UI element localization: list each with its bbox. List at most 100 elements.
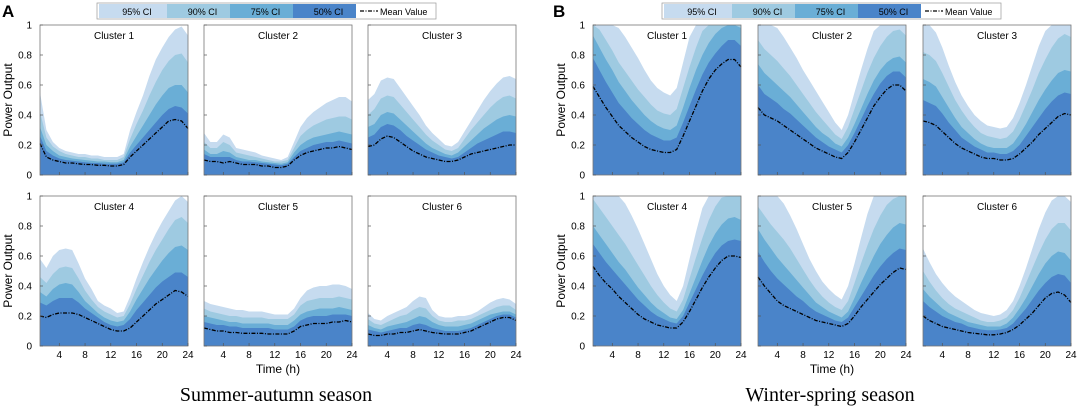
y-tick-label: 1 — [26, 21, 32, 32]
y-tick-label: 0.2 — [571, 312, 585, 323]
mean-line-p1-c3 — [592, 255, 742, 329]
band-ci50-p1-c4 — [758, 248, 906, 346]
cluster-frame-p1-c4 — [757, 195, 907, 347]
y-tick-label: 0 — [26, 171, 32, 182]
mean-line-p0-c3 — [39, 289, 189, 332]
mean-line-p0-c4 — [203, 319, 353, 335]
legend-swatch-p1-1 — [732, 4, 795, 18]
cluster-title: Cluster 6 — [422, 202, 462, 213]
cluster-title: Cluster 4 — [647, 202, 687, 213]
cluster-frame-p0-c5 — [367, 195, 517, 347]
x-tick-label: 24 — [182, 350, 194, 361]
legend-label: 50% CI — [314, 7, 344, 17]
cluster-title: Cluster 3 — [977, 31, 1017, 42]
y-tick-label: 0.6 — [571, 252, 585, 263]
legend-swatch-p0-1 — [167, 4, 230, 18]
y-tick-label: 0 — [26, 342, 32, 353]
x-tick-label: 4 — [385, 350, 391, 361]
y-tick-label: 0.4 — [18, 282, 32, 293]
x-tick-label: 4 — [775, 350, 781, 361]
legend-swatch-p0-2 — [230, 4, 293, 18]
y-tick-label: 0.2 — [18, 312, 32, 323]
cluster-title: Cluster 5 — [258, 202, 298, 213]
panel-caption: Winter-spring season — [745, 384, 914, 406]
x-tick-label: 4 — [610, 350, 616, 361]
y-tick-label: 0.8 — [571, 51, 585, 62]
y-axis-label: Power Output — [1, 234, 15, 308]
x-tick-label: 16 — [459, 350, 471, 361]
x-tick-label: 8 — [82, 350, 88, 361]
panel-label: B — [553, 2, 565, 21]
band-ci50-p0-c1 — [204, 140, 352, 175]
legend-label: 90% CI — [753, 7, 783, 17]
mean-line-p0-c2 — [367, 135, 516, 163]
x-tick-label: 12 — [105, 350, 117, 361]
band-ci50-p1-c3 — [593, 239, 741, 346]
y-axis-label: Power Output — [554, 234, 568, 308]
x-tick-label: 24 — [346, 350, 358, 361]
legend-label: 95% CI — [122, 7, 152, 17]
cluster-title: Cluster 6 — [977, 202, 1017, 213]
cluster-title: Cluster 5 — [812, 202, 852, 213]
panel-caption: Summer-autumn season — [180, 384, 372, 406]
legend-swatch-p1-3 — [858, 4, 921, 18]
band-ci50-p1-c5 — [923, 274, 1071, 346]
band-ci50-p0-c5 — [368, 314, 516, 346]
cluster-title: Cluster 2 — [812, 31, 852, 42]
y-tick-label: 1 — [579, 192, 585, 203]
x-tick-label: 8 — [800, 350, 806, 361]
y-tick-label: 0.6 — [571, 81, 585, 92]
x-tick-label: 12 — [658, 350, 670, 361]
x-tick-label: 8 — [635, 350, 641, 361]
legend-label: 75% CI — [816, 7, 846, 17]
cluster-title: Cluster 1 — [647, 31, 687, 42]
y-tick-label: 0.4 — [18, 111, 32, 122]
band-ci50-p0-c0 — [40, 106, 188, 175]
x-tick-label: 8 — [965, 350, 971, 361]
legend-swatch-p1-2 — [795, 4, 858, 18]
x-tick-label: 16 — [295, 350, 307, 361]
mean-line-p0-c0 — [39, 118, 189, 167]
x-tick-label: 20 — [321, 350, 333, 361]
band-ci50-p1-c1 — [758, 71, 906, 175]
x-tick-label: 4 — [940, 350, 946, 361]
legend-swatch-p0-3 — [293, 4, 356, 18]
panel-label: A — [2, 2, 14, 21]
cluster-frame-p1-c5 — [922, 195, 1072, 347]
legend-label: Mean Value — [945, 7, 992, 17]
x-tick-label: 24 — [735, 350, 747, 361]
cluster-frame-p1-c2 — [922, 24, 1072, 176]
x-tick-label: 20 — [1040, 350, 1052, 361]
y-axis-label: Power Output — [1, 63, 15, 137]
y-tick-label: 0.4 — [571, 282, 585, 293]
x-tick-label: 24 — [900, 350, 912, 361]
band-ci50-p1-c0 — [593, 40, 741, 175]
legend-label: Mean Value — [380, 7, 427, 17]
x-axis-label: Time (h) — [810, 362, 854, 376]
x-tick-label: 12 — [269, 350, 281, 361]
legend-label: 95% CI — [687, 7, 717, 17]
x-tick-label: 4 — [57, 350, 63, 361]
y-tick-label: 1 — [26, 192, 32, 203]
legend-swatch-p0-0 — [99, 4, 167, 18]
band-ci50-p0-c4 — [204, 314, 352, 346]
mean-line-p0-c5 — [367, 316, 517, 337]
cluster-frame-p0-c2 — [367, 24, 517, 176]
cluster-title: Cluster 3 — [422, 31, 462, 42]
cluster-frame-p0-c1 — [203, 24, 353, 176]
mean-line-p1-c2 — [922, 112, 1072, 161]
y-tick-label: 0 — [579, 171, 585, 182]
x-tick-label: 8 — [410, 350, 416, 361]
legend-swatch-p1-0 — [664, 4, 732, 18]
x-tick-label: 16 — [1014, 350, 1026, 361]
y-tick-label: 0 — [579, 342, 585, 353]
band-ci50-p0-c2 — [368, 124, 516, 175]
y-tick-label: 0.4 — [571, 111, 585, 122]
x-tick-label: 16 — [849, 350, 861, 361]
cluster-frame-p0-c0 — [39, 24, 189, 176]
x-tick-label: 20 — [157, 350, 169, 361]
cluster-title: Cluster 4 — [94, 202, 134, 213]
x-tick-label: 20 — [875, 350, 887, 361]
y-tick-label: 0.2 — [571, 141, 585, 152]
legend-label: 90% CI — [188, 7, 218, 17]
